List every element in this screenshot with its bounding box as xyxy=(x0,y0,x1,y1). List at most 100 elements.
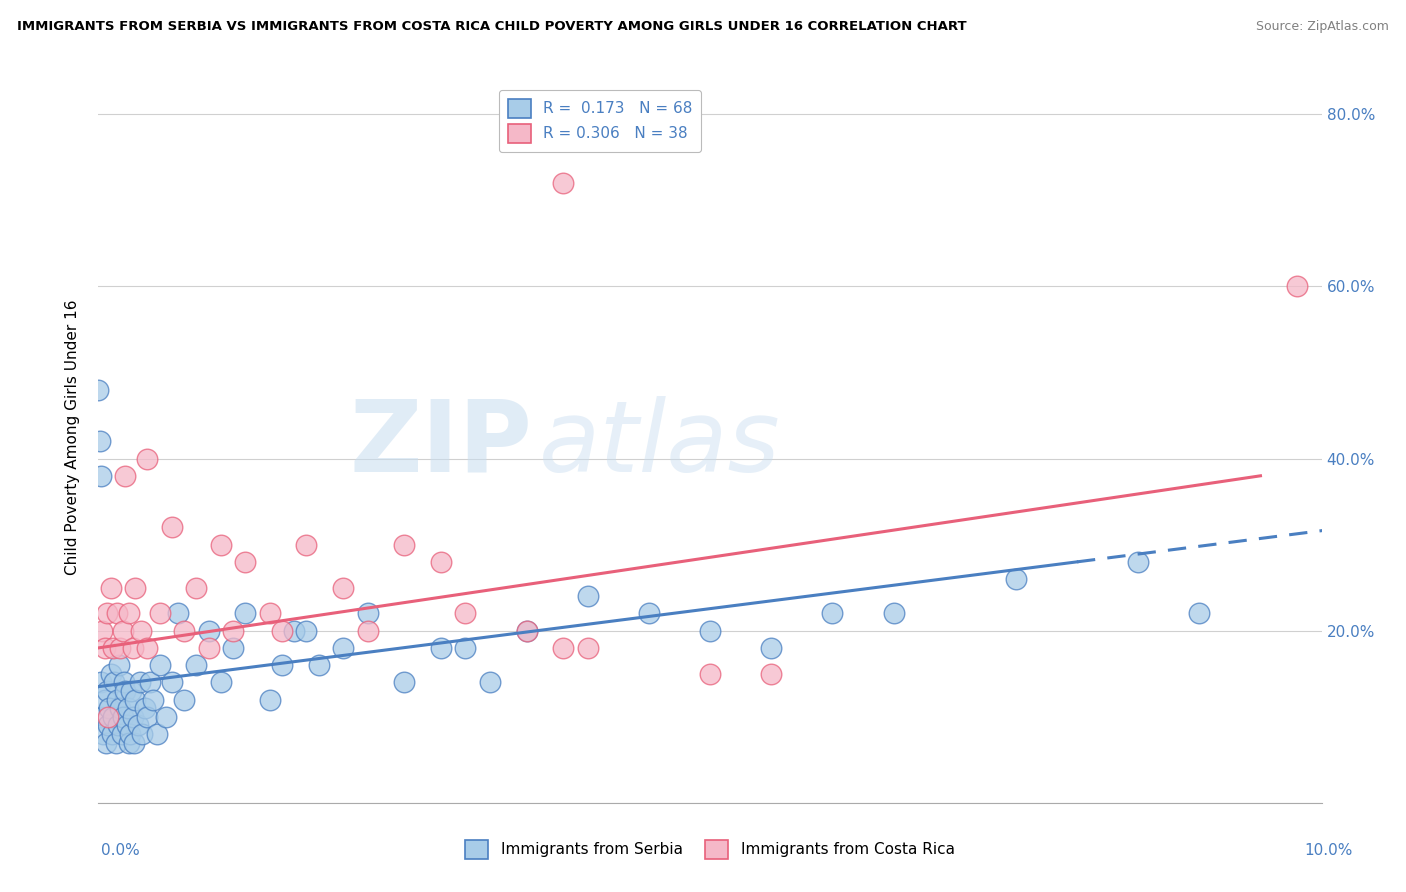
Point xyxy=(136,710,159,724)
Point xyxy=(120,684,142,698)
Point xyxy=(1128,555,1150,569)
Point xyxy=(100,581,122,595)
Point xyxy=(209,675,232,690)
Text: 10.0%: 10.0% xyxy=(1305,843,1353,858)
Point xyxy=(105,692,128,706)
Point xyxy=(124,692,146,706)
Point xyxy=(173,624,195,638)
Point xyxy=(101,640,124,655)
Point xyxy=(516,624,538,638)
Point xyxy=(160,520,183,534)
Point xyxy=(430,640,453,655)
Point xyxy=(516,624,538,638)
Point xyxy=(131,727,153,741)
Point xyxy=(110,701,132,715)
Point xyxy=(222,624,245,638)
Point xyxy=(637,607,661,621)
Point xyxy=(454,640,477,655)
Point xyxy=(122,735,145,749)
Point xyxy=(576,589,599,603)
Point xyxy=(222,640,245,655)
Point xyxy=(91,624,114,638)
Point xyxy=(761,640,783,655)
Point xyxy=(146,727,169,741)
Point xyxy=(295,624,318,638)
Point xyxy=(107,718,129,732)
Point xyxy=(114,468,136,483)
Point xyxy=(124,581,146,595)
Point xyxy=(111,624,134,638)
Point xyxy=(430,555,453,569)
Point xyxy=(136,451,159,466)
Point xyxy=(121,640,143,655)
Point xyxy=(90,675,112,690)
Point xyxy=(96,684,118,698)
Point xyxy=(110,640,132,655)
Point xyxy=(101,727,124,741)
Point xyxy=(197,640,219,655)
Point xyxy=(94,735,117,749)
Point xyxy=(96,607,118,621)
Point xyxy=(134,701,156,715)
Point xyxy=(308,658,330,673)
Point xyxy=(112,675,135,690)
Point xyxy=(105,607,128,621)
Point xyxy=(142,692,165,706)
Point xyxy=(115,718,138,732)
Point xyxy=(392,675,416,690)
Point xyxy=(699,666,721,681)
Point xyxy=(295,538,318,552)
Point xyxy=(1188,607,1211,621)
Point xyxy=(356,624,378,638)
Point xyxy=(139,675,162,690)
Point xyxy=(356,607,378,621)
Point xyxy=(160,675,183,690)
Point xyxy=(129,675,152,690)
Point xyxy=(103,675,125,690)
Point xyxy=(454,607,477,621)
Point xyxy=(90,468,112,483)
Legend: Immigrants from Serbia, Immigrants from Costa Rica: Immigrants from Serbia, Immigrants from … xyxy=(460,834,960,864)
Point xyxy=(332,581,354,595)
Point xyxy=(553,176,575,190)
Point xyxy=(332,640,354,655)
Y-axis label: Child Poverty Among Girls Under 16: Child Poverty Among Girls Under 16 xyxy=(65,300,80,574)
Point xyxy=(118,735,141,749)
Point xyxy=(118,607,141,621)
Point xyxy=(98,701,121,715)
Point xyxy=(478,675,501,690)
Point xyxy=(186,581,208,595)
Point xyxy=(97,710,120,724)
Point xyxy=(259,607,281,621)
Point xyxy=(91,710,114,724)
Point xyxy=(270,624,294,638)
Point xyxy=(149,607,172,621)
Point xyxy=(117,701,139,715)
Point xyxy=(167,607,190,621)
Text: Source: ZipAtlas.com: Source: ZipAtlas.com xyxy=(1256,20,1389,33)
Point xyxy=(761,666,783,681)
Text: IMMIGRANTS FROM SERBIA VS IMMIGRANTS FROM COSTA RICA CHILD POVERTY AMONG GIRLS U: IMMIGRANTS FROM SERBIA VS IMMIGRANTS FRO… xyxy=(17,20,966,33)
Point xyxy=(120,727,142,741)
Point xyxy=(101,710,124,724)
Point xyxy=(89,434,111,449)
Point xyxy=(576,640,599,655)
Point xyxy=(209,538,232,552)
Point xyxy=(883,607,905,621)
Point xyxy=(97,718,120,732)
Text: 0.0%: 0.0% xyxy=(101,843,141,858)
Point xyxy=(283,624,305,638)
Point xyxy=(1004,572,1026,586)
Point xyxy=(114,684,136,698)
Point xyxy=(121,710,143,724)
Point xyxy=(1286,279,1309,293)
Point xyxy=(821,607,844,621)
Point xyxy=(108,658,131,673)
Text: atlas: atlas xyxy=(538,396,780,493)
Point xyxy=(93,640,115,655)
Point xyxy=(129,624,152,638)
Point xyxy=(111,710,134,724)
Point xyxy=(173,692,195,706)
Point xyxy=(197,624,219,638)
Point xyxy=(270,658,294,673)
